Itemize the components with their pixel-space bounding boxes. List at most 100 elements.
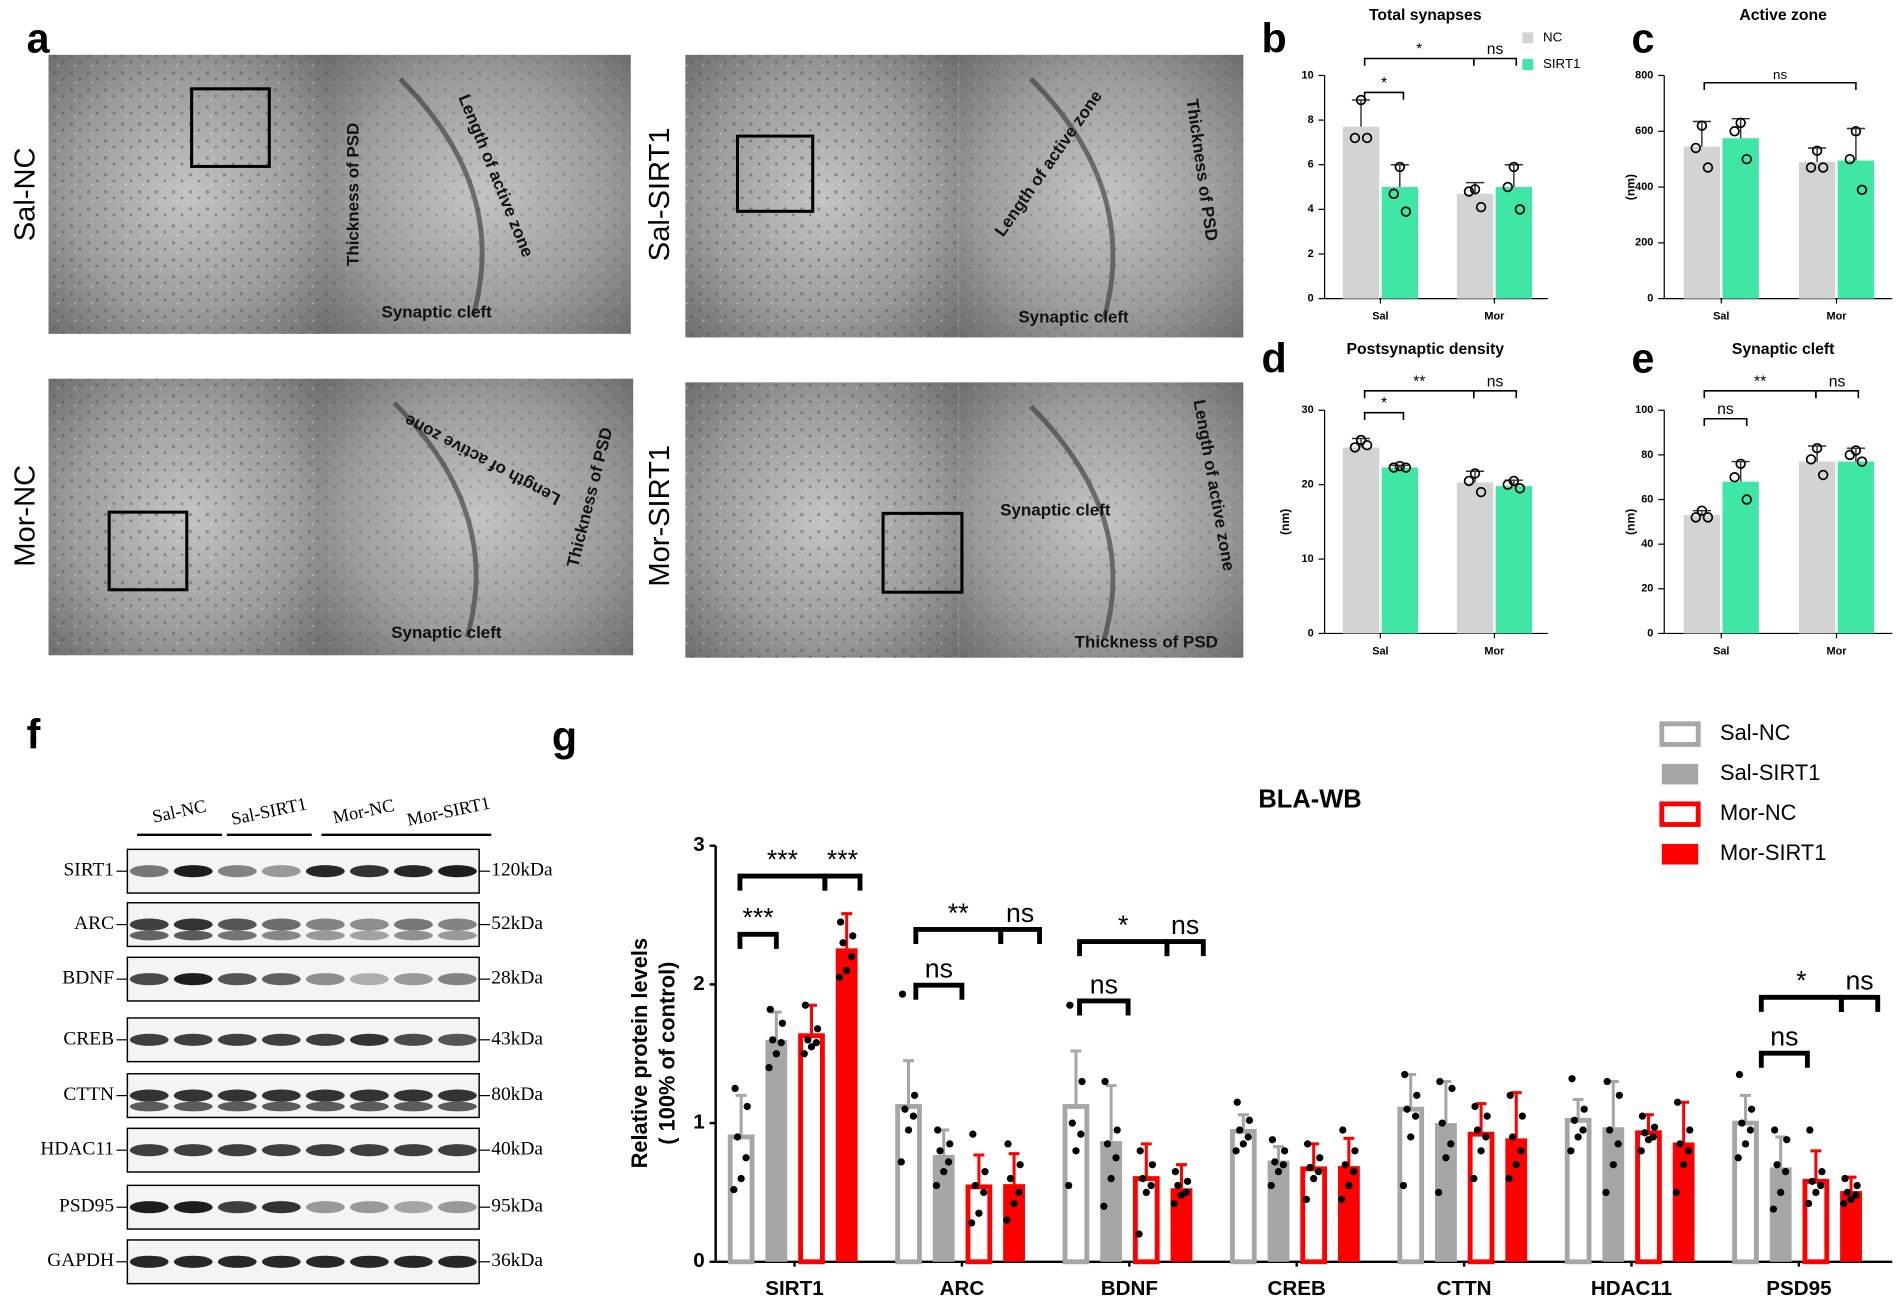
significance-bracket: [1363, 411, 1405, 420]
data-point: [1637, 1147, 1645, 1155]
blot-band: [393, 865, 433, 878]
data-point: [1469, 468, 1481, 479]
data-point: [1812, 1188, 1820, 1197]
data-point: [1508, 161, 1520, 173]
data-point: [1394, 161, 1406, 173]
bar: [1342, 447, 1380, 634]
legend-swatch: [1659, 721, 1701, 747]
y-tick-label: 400: [1635, 181, 1653, 193]
error-bar: [1846, 127, 1866, 161]
x-tick-label: PSD95: [1766, 1277, 1831, 1296]
significance-bracket: [998, 926, 1042, 944]
data-point: [1702, 162, 1714, 173]
significance-bracket: [1077, 998, 1131, 1016]
micrograph-label: Sal-SIRT1: [644, 127, 676, 261]
blot-band: [261, 1255, 301, 1268]
band-size-label: 40kDa: [491, 1139, 543, 1160]
significance-label: *: [1796, 966, 1806, 996]
y-axis-label: (nm): [1624, 509, 1638, 535]
blot-band: [349, 1033, 389, 1046]
data-point: [743, 1102, 751, 1111]
legend-label: SIRT1: [1543, 56, 1581, 71]
bar: [1300, 1166, 1328, 1265]
data-point: [1805, 454, 1817, 465]
data-point: [1734, 1154, 1742, 1162]
micrograph-note: Synaptic cleft: [382, 303, 493, 322]
data-point: [1781, 1167, 1790, 1176]
data-point: [1345, 1181, 1353, 1190]
error-bar: [1807, 445, 1827, 462]
error-bar: [1237, 1113, 1249, 1132]
data-point: [839, 939, 847, 947]
y-axis-label: (nm): [1624, 174, 1638, 200]
significance-label: ***: [743, 903, 774, 933]
bar: [1505, 1138, 1528, 1262]
legend-swatch: [1522, 59, 1534, 71]
data-point: [1580, 1105, 1588, 1113]
blot-band: [173, 1144, 213, 1157]
significance-label: *: [1381, 395, 1387, 412]
data-point: [1690, 512, 1702, 523]
data-point: [904, 1126, 913, 1134]
legend-swatch: [1661, 763, 1699, 785]
data-point: [1773, 1161, 1781, 1169]
data-point: [1508, 1133, 1517, 1141]
chart-title: Active zone: [1739, 7, 1827, 24]
data-point: [1853, 1181, 1861, 1190]
micrograph-texture: [48, 378, 322, 656]
micrograph-label: Mor-NC: [9, 465, 41, 567]
panel-label: a: [27, 15, 51, 61]
y-tick-label: 30: [1302, 404, 1314, 416]
data-point: [1735, 117, 1746, 129]
blot-band: [217, 1144, 257, 1157]
zoom-box: [190, 87, 271, 168]
blot-band: [438, 865, 477, 878]
data-point: [1016, 1161, 1024, 1169]
significance-label: **: [1754, 373, 1766, 390]
y-tick-label: 10: [1302, 69, 1314, 81]
micrograph-note: Synaptic cleft: [391, 623, 502, 642]
blot-band: [438, 1033, 477, 1046]
significance-label: *: [1381, 75, 1387, 92]
data-point: [975, 1209, 983, 1217]
legend-label: Sal-NC: [1720, 720, 1790, 745]
panel-label: f: [27, 712, 41, 758]
data-point: [1686, 1126, 1694, 1134]
blot-band: [305, 918, 345, 931]
data-point: [1463, 186, 1475, 197]
bar: [835, 948, 858, 1262]
data-point: [944, 1158, 953, 1166]
data-point: [1806, 1126, 1814, 1134]
data-point: [1676, 1140, 1684, 1148]
significance-bracket: [1473, 57, 1518, 66]
data-point: [731, 1084, 739, 1093]
chart-title: BLA-WB: [1258, 786, 1361, 814]
blot-band: [349, 973, 389, 986]
bar: [1434, 1123, 1457, 1262]
data-point: [1135, 1230, 1143, 1238]
data-point: [766, 1005, 774, 1014]
error-bar: [1405, 1073, 1417, 1110]
bar: [1798, 161, 1836, 299]
significance-label: ns: [1090, 969, 1118, 999]
error-bar: [973, 1153, 985, 1187]
lane-group-label: Mor-SIRT1: [405, 793, 492, 830]
data-point: [1574, 1133, 1582, 1141]
blot-band: [438, 1255, 477, 1268]
blot-band: [438, 918, 477, 931]
x-tick-label: Mor: [1826, 311, 1847, 323]
blot-band: [129, 973, 169, 986]
data-point: [1568, 1075, 1576, 1083]
band-size-label: 80kDa: [491, 1084, 543, 1105]
blot-band: [349, 1144, 389, 1157]
data-point: [1438, 1119, 1446, 1127]
data-point: [1066, 1001, 1074, 1009]
data-point: [777, 1039, 785, 1047]
data-point: [1463, 475, 1475, 487]
data-point: [909, 1112, 918, 1120]
data-point: [1400, 206, 1412, 217]
data-point: [1107, 1174, 1115, 1183]
data-point: [1505, 1174, 1513, 1183]
data-point: [910, 1091, 919, 1099]
significance-label: ns: [1845, 966, 1873, 996]
